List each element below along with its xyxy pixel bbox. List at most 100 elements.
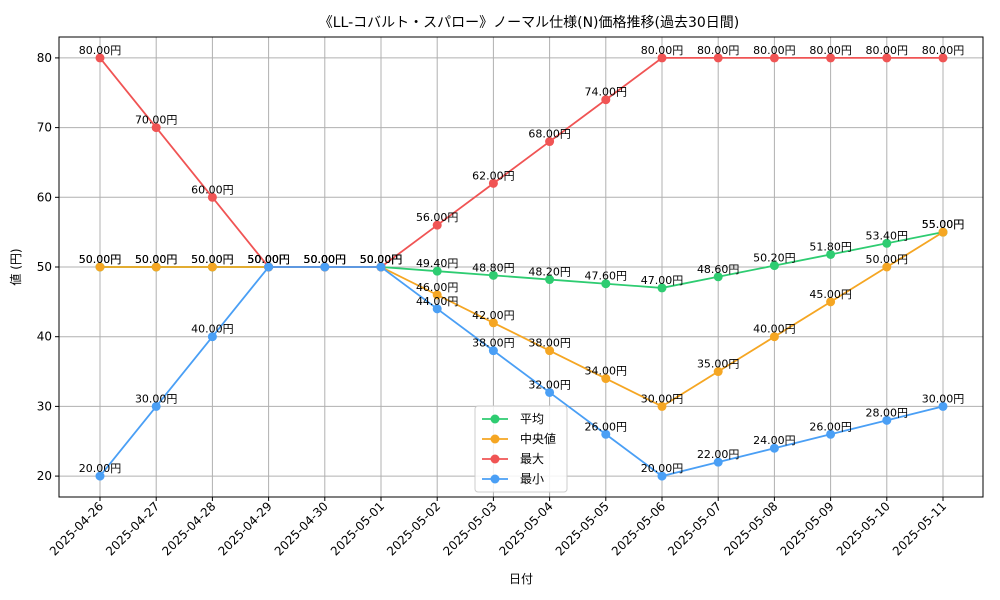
data-point: [545, 137, 555, 147]
y-axis-label: 値 (円): [8, 248, 23, 285]
data-label: 38.00円: [472, 337, 515, 350]
y-tick-label: 70: [37, 121, 52, 135]
data-point: [769, 53, 779, 63]
data-label: 48.80円: [472, 261, 515, 274]
legend-marker: [490, 474, 500, 484]
data-label: 50.00円: [247, 253, 290, 266]
data-point: [826, 53, 836, 63]
data-label: 50.00円: [360, 253, 403, 266]
data-label: 40.00円: [191, 323, 234, 336]
data-label: 50.00円: [191, 253, 234, 266]
data-point: [601, 95, 611, 105]
data-point: [657, 283, 667, 293]
x-tick-label: 2025-05-11: [890, 499, 949, 558]
data-point: [488, 178, 498, 188]
data-label: 80.00円: [809, 44, 852, 57]
legend-label: 最大: [520, 452, 544, 466]
data-label: 80.00円: [922, 44, 965, 57]
y-tick-label: 30: [37, 399, 52, 413]
x-axis: 2025-04-262025-04-272025-04-282025-04-29…: [47, 497, 949, 558]
data-point: [657, 471, 667, 481]
x-tick-label: 2025-05-09: [778, 499, 837, 558]
data-point: [432, 304, 442, 314]
legend-label: 中央値: [520, 431, 556, 446]
chart-title: 《LL-コバルト・スパロー》ノーマル仕様(N)価格推移(過去30日間): [319, 15, 740, 31]
data-label: 50.00円: [247, 253, 290, 266]
data-point: [432, 290, 442, 300]
data-label: 51.80円: [809, 240, 852, 253]
data-label: 50.00円: [304, 253, 347, 266]
x-tick-label: 2025-05-05: [553, 499, 612, 558]
data-point: [826, 249, 836, 259]
data-point: [320, 262, 330, 272]
data-point: [769, 261, 779, 271]
data-point: [95, 262, 105, 272]
x-tick-label: 2025-05-06: [609, 499, 668, 558]
x-tick-label: 2025-04-27: [103, 499, 162, 558]
data-label: 80.00円: [79, 44, 122, 57]
data-label: 50.00円: [304, 253, 347, 266]
data-point: [769, 443, 779, 453]
data-point: [545, 387, 555, 397]
data-label: 28.00円: [866, 406, 909, 419]
series-line-1: [100, 231, 944, 408]
data-label: 30.00円: [641, 392, 684, 405]
x-tick-label: 2025-05-07: [665, 499, 724, 558]
x-tick-label: 2025-05-08: [721, 499, 780, 558]
data-label: 48.20円: [528, 266, 571, 279]
data-point: [938, 227, 948, 237]
data-point: [882, 238, 892, 248]
data-point: [713, 53, 723, 63]
data-point: [545, 275, 555, 285]
data-point: [488, 270, 498, 280]
data-point: [713, 367, 723, 377]
data-label: 70.00円: [135, 114, 178, 127]
y-tick-label: 80: [37, 51, 52, 65]
data-label: 50.00円: [360, 253, 403, 266]
legend-marker: [490, 454, 500, 464]
data-label: 80.00円: [866, 44, 909, 57]
data-label: 50.20円: [753, 252, 796, 265]
x-tick-label: 2025-05-03: [440, 499, 499, 558]
data-point: [207, 262, 217, 272]
data-label: 50.00円: [247, 253, 290, 266]
data-label: 50.00円: [360, 253, 403, 266]
data-labels: 50.00円 50.00円 50.00円 50.00円 50.00円 50.00円 49.4…: [79, 44, 965, 475]
legend-label: 平均: [520, 412, 544, 426]
data-label: 49.40円: [416, 257, 459, 270]
data-point: [938, 53, 948, 63]
x-tick-label: 2025-05-04: [497, 499, 556, 558]
data-label: 53.40円: [866, 229, 909, 242]
data-label: 80.00円: [697, 44, 740, 57]
series-group: [95, 53, 948, 481]
data-point: [151, 401, 161, 411]
data-point: [826, 429, 836, 439]
data-label: 24.00円: [753, 434, 796, 447]
x-tick-label: 2025-04-28: [159, 499, 218, 558]
data-point: [882, 415, 892, 425]
data-label: 48.60円: [697, 263, 740, 276]
data-label: 38.00円: [528, 337, 571, 350]
x-axis-label: 日付: [509, 572, 533, 586]
data-label: 50.00円: [304, 253, 347, 266]
data-label: 30.00円: [135, 392, 178, 405]
data-point: [432, 266, 442, 276]
data-label: 47.00円: [641, 274, 684, 287]
data-point: [938, 401, 948, 411]
x-tick-label: 2025-04-30: [272, 499, 331, 558]
y-tick-label: 20: [37, 469, 52, 483]
data-label: 62.00円: [472, 169, 515, 182]
x-tick-label: 2025-05-02: [384, 499, 443, 558]
data-label: 44.00円: [416, 295, 459, 308]
data-label: 32.00円: [528, 378, 571, 391]
data-label: 56.00円: [416, 211, 459, 224]
data-point: [769, 332, 779, 342]
data-label: 26.00円: [585, 420, 628, 433]
data-label: 80.00円: [753, 44, 796, 57]
data-point: [95, 471, 105, 481]
data-point: [545, 346, 555, 356]
data-label: 55.00円: [922, 218, 965, 231]
data-point: [151, 262, 161, 272]
x-tick-label: 2025-05-01: [328, 499, 387, 558]
